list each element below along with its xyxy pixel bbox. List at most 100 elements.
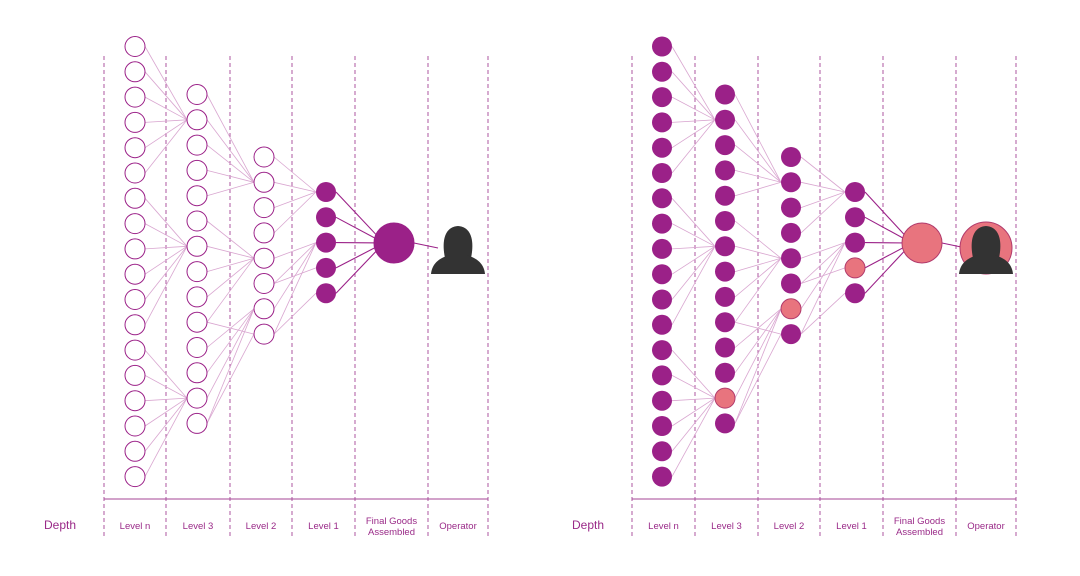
operator-link	[413, 242, 439, 249]
supply-link	[671, 46, 716, 121]
supplier-node-level-n	[124, 466, 146, 488]
supplier-node-level-n	[124, 238, 146, 260]
supply-link	[144, 245, 188, 250]
supplier-node-level-n	[124, 36, 146, 57]
supply-link	[273, 191, 317, 234]
column-label-operator: Operator	[967, 521, 1005, 532]
supplier-node-level-n	[124, 314, 146, 336]
operator-shoulders-shape	[959, 255, 1013, 274]
column-label-level-n: Level n	[648, 521, 679, 532]
supply-link	[800, 267, 846, 284]
supplier-node-level-3	[715, 135, 735, 156]
supply-link	[734, 257, 782, 323]
supply-link	[734, 220, 782, 259]
connections	[144, 46, 439, 477]
supply-link	[800, 156, 846, 193]
supplier-node-level-n	[652, 340, 672, 361]
column-label-level-3: Level 3	[183, 521, 214, 532]
supply-link	[206, 119, 255, 183]
supply-link	[206, 257, 255, 272]
supplier-node-level-n	[124, 61, 146, 83]
supplier-node-level-n	[652, 314, 672, 335]
supplier-node-level-n	[652, 137, 672, 158]
supply-link	[734, 308, 782, 424]
supplier-node-level-n	[652, 264, 672, 285]
supply-link	[734, 144, 782, 183]
supplier-node-level-n	[652, 36, 672, 57]
supplier-node-level-n	[124, 390, 146, 412]
supply-link	[206, 308, 255, 424]
supply-link	[206, 170, 255, 183]
supplier-node-level-n	[652, 289, 672, 310]
supply-link	[206, 308, 255, 399]
connections	[671, 46, 967, 477]
supplier-node-level-3	[715, 84, 735, 105]
supply-link	[671, 119, 716, 149]
supplier-node-level-n	[652, 87, 672, 108]
supplier-node-level-n	[652, 416, 672, 436]
supply-link	[671, 119, 716, 123]
supplier-node-level-3	[186, 109, 208, 131]
supply-link	[206, 144, 255, 183]
supply-link	[800, 191, 846, 234]
nodes	[652, 36, 943, 487]
supplier-node-level-n	[124, 137, 146, 159]
supply-link	[144, 349, 188, 399]
supply-link	[273, 242, 317, 259]
supplier-node-level-3	[186, 311, 208, 333]
right-panel: Depth Level n Level 3 Level 2 Level 1 Final G…	[572, 36, 1017, 538]
supplier-node-level-3	[715, 362, 735, 383]
supply-link	[671, 245, 716, 275]
supplier-node-level-3	[715, 211, 735, 231]
supplier-node-level-3	[715, 413, 735, 434]
supply-link	[671, 119, 716, 174]
supply-link	[144, 46, 188, 120]
supply-link	[206, 308, 255, 374]
supplier-node-level-1	[316, 257, 336, 278]
supply-link	[671, 71, 716, 121]
supplier-node-level-n	[652, 390, 672, 411]
column-label-level-1: Level 1	[308, 521, 339, 532]
supply-link	[800, 191, 846, 208]
supply-link	[144, 96, 188, 121]
supplier-node-level-1	[316, 283, 336, 304]
supplier-node-level-2	[781, 147, 801, 167]
supplier-node-level-1	[316, 207, 336, 228]
supply-link	[671, 246, 716, 325]
supply-link	[671, 349, 716, 399]
supplier-node-level-3	[186, 412, 208, 434]
column-label-level-1: Level 1	[836, 521, 867, 532]
supplier-node-level-2	[253, 171, 275, 193]
supplier-node-level-3	[186, 235, 208, 257]
supplier-node-level-2	[253, 222, 275, 244]
supply-link	[800, 181, 846, 193]
supply-link	[144, 245, 188, 275]
left-panel: Depth Level n Level 3 Level 2 Level 1 Final G…	[44, 36, 489, 538]
supply-link	[206, 220, 255, 259]
supply-link	[273, 242, 317, 335]
supplier-node-level-3	[186, 185, 208, 207]
supply-link	[144, 246, 188, 325]
supply-link	[800, 292, 846, 335]
supplier-node-level-1	[845, 283, 865, 304]
supply-link	[144, 397, 188, 427]
supplier-node-level-2	[781, 324, 801, 345]
supply-link	[273, 267, 317, 284]
supply-link	[144, 198, 188, 247]
supply-link	[734, 119, 782, 183]
supply-link	[671, 198, 716, 247]
supply-link	[671, 96, 716, 121]
supply-link	[671, 375, 716, 399]
supply-link	[671, 246, 716, 300]
supplier-node-level-n	[124, 187, 146, 209]
supplier-node-level-3	[186, 337, 208, 358]
supply-link	[734, 321, 782, 335]
supply-link	[144, 246, 188, 300]
supplier-node-level-1	[844, 257, 866, 279]
supply-link	[206, 321, 255, 335]
supplier-node-level-n	[652, 188, 672, 209]
supplier-node-level-3	[715, 337, 735, 358]
supply-link	[273, 181, 317, 193]
supplier-node-level-2	[253, 323, 275, 345]
